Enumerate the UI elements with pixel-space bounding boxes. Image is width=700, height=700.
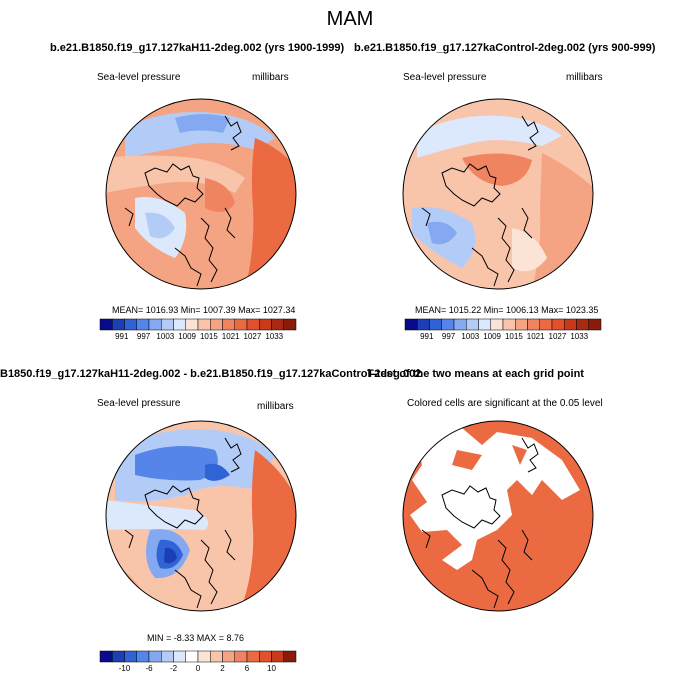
panel-3-colorbar: -10 -6 -2 0 2 6 10: [99, 650, 297, 673]
panel-4-significance-map: [402, 420, 594, 612]
colorbar-swatch: [246, 650, 260, 663]
colorbar-swatch: [99, 650, 113, 663]
colorbar-swatch: [210, 318, 223, 331]
colorbar-swatch: [515, 318, 528, 331]
colorbar-swatch: [429, 318, 442, 331]
colorbar-swatch: [283, 650, 297, 663]
panel-3-title: B1850.f19_g17.127kaH11-2deg.002 - b.e21.…: [0, 368, 422, 380]
colorbar-tick-label: 997: [442, 332, 456, 341]
colorbar-swatch: [271, 650, 284, 663]
colorbar-tick-label: 6: [245, 664, 250, 673]
panel-1-units-label: millibars: [252, 72, 289, 83]
colorbar-swatch: [490, 318, 504, 331]
colorbar-swatch: [502, 318, 516, 331]
panel-2-title: b.e21.B1850.f19_g17.127kaControl-2deg.00…: [354, 42, 656, 54]
panel-1-colorbar: 991 997 1003 1009 1015 1021 1027 1033: [99, 318, 297, 341]
panel-2-polar-map: [402, 98, 594, 290]
colorbar-tick-label: 1021: [222, 332, 240, 341]
colorbar-tick-label: 1003: [461, 332, 479, 341]
colorbar-tick-label: 997: [137, 332, 151, 341]
panel-2-stats: MEAN= 1015.22 Min= 1006.13 Max= 1023.35: [415, 305, 599, 315]
colorbar-tick-label: -6: [145, 664, 153, 673]
colorbar-swatch: [112, 650, 125, 663]
colorbar-swatch: [124, 650, 137, 663]
colorbar-swatch: [161, 650, 174, 663]
colorbar-tick-label: 1021: [527, 332, 545, 341]
panel-3-units-label: millibars: [257, 401, 294, 412]
panel-2-variable-label: Sea-level pressure: [403, 72, 487, 83]
colorbar-swatch: [283, 318, 297, 331]
panel-3-stats: MIN = -8.33 MAX = 8.76: [147, 633, 245, 643]
panel-4-significance-label: Colored cells are significant at the 0.0…: [407, 398, 603, 409]
colorbar-swatch: [222, 318, 235, 331]
colorbar-swatch: [210, 650, 223, 663]
colorbar-swatch: [124, 318, 137, 331]
colorbar-tick-label: 0: [196, 664, 201, 673]
colorbar-swatch: [136, 650, 150, 663]
colorbar-swatch: [259, 318, 272, 331]
colorbar-tick-label: 1027: [244, 332, 262, 341]
colorbar-tick-label: -10: [119, 664, 131, 673]
colorbar-swatch: [197, 318, 211, 331]
colorbar-swatch: [564, 318, 577, 331]
colorbar-tick-label: 1009: [178, 332, 196, 341]
colorbar-tick-label: 991: [115, 332, 129, 341]
colorbar-tick-label: 1015: [505, 332, 523, 341]
colorbar-tick-label: 1009: [483, 332, 501, 341]
colorbar-swatch: [185, 650, 199, 663]
colorbar-swatch: [197, 650, 211, 663]
colorbar-swatch: [222, 650, 235, 663]
panel-1-polar-map: [105, 98, 297, 290]
panel-2-units-label: millibars: [566, 72, 603, 83]
colorbar-swatch: [576, 318, 589, 331]
panel-2-colorbar: 991 997 1003 1009 1015 1021 1027 1033: [404, 318, 602, 341]
colorbar-swatch: [441, 318, 455, 331]
colorbar-swatch: [246, 318, 260, 331]
colorbar-tick-label: 1033: [265, 332, 283, 341]
colorbar-swatch: [112, 318, 125, 331]
panel-3-variable-label: Sea-level pressure: [97, 398, 181, 409]
colorbar-tick-label: 1027: [549, 332, 567, 341]
colorbar-swatch: [173, 650, 186, 663]
colorbar-swatch: [466, 318, 479, 331]
colorbar-swatch: [551, 318, 565, 331]
colorbar-tick-label: 2: [220, 664, 225, 673]
colorbar-tick-label: 991: [420, 332, 434, 341]
colorbar-tick-label: 10: [267, 664, 276, 673]
colorbar-swatch: [271, 318, 284, 331]
panel-4-title: T-test of the two means at each grid poi…: [367, 368, 584, 380]
colorbar-swatch: [185, 318, 199, 331]
panel-1-title: b.e21.B1850.f19_g17.127kaH11-2deg.002 (y…: [50, 42, 345, 54]
panel-1-stats: MEAN= 1016.93 Min= 1007.39 Max= 1027.34: [112, 305, 296, 315]
colorbar-swatch: [259, 650, 272, 663]
colorbar-swatch: [453, 318, 467, 331]
colorbar-swatch: [173, 318, 186, 331]
colorbar-swatch: [99, 318, 113, 331]
colorbar-swatch: [588, 318, 602, 331]
colorbar-swatch: [136, 318, 150, 331]
colorbar-swatch: [234, 650, 248, 663]
panel-3-polar-map: [105, 420, 297, 612]
colorbar-swatch: [148, 650, 162, 663]
colorbar-swatch: [478, 318, 491, 331]
colorbar-tick-label: -2: [170, 664, 178, 673]
colorbar-swatch: [417, 318, 430, 331]
panel-1-variable-label: Sea-level pressure: [97, 72, 181, 83]
colorbar-swatch: [404, 318, 418, 331]
colorbar-swatch: [527, 318, 540, 331]
colorbar-tick-label: 1033: [570, 332, 588, 341]
colorbar-swatch: [539, 318, 553, 331]
colorbar-tick-label: 1015: [200, 332, 218, 341]
colorbar-tick-label: 1003: [156, 332, 174, 341]
colorbar-swatch: [161, 318, 174, 331]
colorbar-swatch: [234, 318, 248, 331]
figure-title: MAM: [326, 8, 374, 30]
colorbar-swatch: [148, 318, 162, 331]
